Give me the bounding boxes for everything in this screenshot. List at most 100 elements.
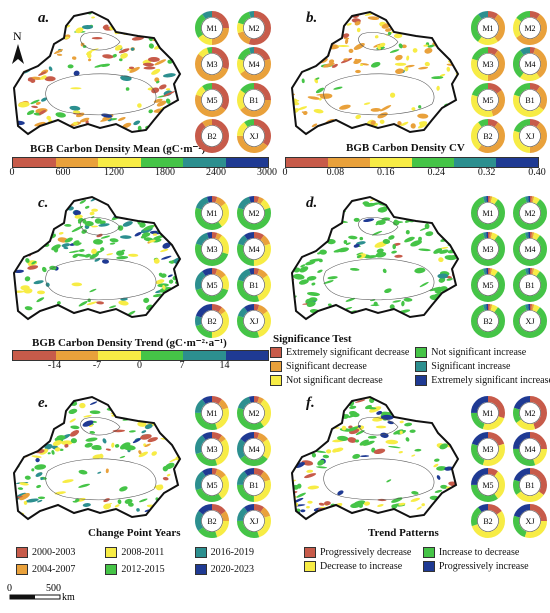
map-patch [67, 64, 74, 69]
donut-slice [195, 83, 229, 117]
map-patch [365, 128, 372, 133]
donut-slice [195, 47, 229, 81]
donut-slice [237, 304, 271, 338]
map-patch [406, 212, 411, 217]
map-patch [34, 36, 47, 40]
map-region-background [292, 197, 458, 319]
map-patch [25, 61, 35, 65]
donut-slice [471, 232, 505, 266]
donut-slice [471, 504, 505, 538]
tarim-basin-outline [323, 458, 435, 501]
donut-slice [471, 47, 505, 81]
map-patch [314, 55, 318, 58]
map-patch [359, 439, 369, 446]
donut-slice [513, 396, 547, 430]
map-patch [339, 104, 351, 110]
map-patch [411, 491, 419, 495]
map-patch [306, 469, 314, 473]
map-patch [14, 429, 19, 437]
donut-label: M5 [482, 281, 493, 290]
map-patch [292, 230, 303, 235]
map-patch [122, 122, 132, 129]
map-patch [324, 411, 330, 415]
map-patch [425, 23, 438, 30]
map-patch [125, 87, 130, 91]
map-patch [63, 246, 69, 250]
legend-swatch [415, 347, 428, 358]
map-patch [381, 128, 388, 132]
map-patch [168, 42, 175, 45]
map-patch [52, 440, 62, 446]
map-patch [46, 115, 51, 121]
map-patch [392, 244, 397, 250]
donut-hole [201, 53, 223, 75]
map-patch [55, 513, 59, 516]
map-patch [437, 226, 442, 231]
donut-slice [471, 432, 505, 466]
donut-hole [243, 310, 265, 332]
map-patch [432, 511, 436, 515]
legend-item: 2016-2019 [194, 547, 278, 558]
donut-label: XJ [250, 317, 259, 326]
donut-slice [237, 468, 271, 502]
map-patch [311, 408, 319, 411]
map-patch [34, 464, 47, 470]
donut-label: B1 [525, 481, 534, 490]
map-patch [84, 312, 89, 317]
map-patch [449, 131, 458, 134]
map-patch [102, 259, 109, 264]
map-patch [73, 70, 80, 77]
donut-slice [513, 83, 547, 117]
donut-slice [471, 11, 505, 45]
map-patch [333, 86, 343, 90]
map-patch [151, 68, 161, 75]
map-patch [327, 276, 338, 280]
map-patch [434, 34, 446, 37]
map-patch [148, 43, 154, 49]
map-patch [444, 124, 448, 128]
donut-M2: M2 [237, 196, 271, 230]
donut-slice [237, 432, 271, 466]
map-patch [373, 448, 386, 455]
map-patch [14, 222, 16, 227]
map-patch [300, 264, 306, 268]
donut-slice [513, 119, 547, 153]
tarim-basin-outline [323, 73, 435, 116]
colorbar-tick-label: 2400 [206, 167, 226, 178]
map-patch [40, 413, 49, 417]
donut-M2: M2 [513, 196, 547, 230]
colorbar-tick-label: 0.40 [528, 167, 546, 178]
map-patch [418, 105, 422, 109]
map-patch [30, 56, 37, 59]
donut-label: B2 [483, 317, 492, 326]
donut-slice [513, 468, 547, 502]
map-patch [451, 217, 457, 220]
map-patch [328, 59, 335, 64]
map-patch [151, 308, 157, 314]
map-patch [443, 40, 455, 48]
map-patch [116, 255, 129, 260]
map-patch [324, 501, 331, 506]
map-patch [434, 128, 446, 132]
map-patch [363, 218, 375, 223]
map-patch [430, 29, 435, 34]
map-patch [78, 300, 88, 307]
map-patch [47, 12, 57, 15]
panel-a-donuts: M1 M2 M3 M4 M5 B1 B2 XJ [190, 8, 274, 154]
donut-slice [513, 119, 547, 153]
map-patch [61, 243, 71, 248]
map-patch [337, 490, 344, 496]
map-patch [318, 225, 327, 228]
map-patch [293, 220, 302, 226]
map-patch [412, 48, 418, 53]
map-patch [417, 123, 428, 129]
donut-label: XJ [526, 132, 535, 141]
donut-slice [195, 196, 229, 230]
donut-slice [237, 47, 271, 81]
map-patch [34, 422, 44, 426]
junggar-basin-outline [80, 217, 121, 236]
donut-M3: M3 [195, 432, 229, 466]
map-patch [53, 246, 59, 253]
colorbar-tick-label: 0 [282, 167, 288, 178]
legend-swatch [415, 361, 428, 372]
